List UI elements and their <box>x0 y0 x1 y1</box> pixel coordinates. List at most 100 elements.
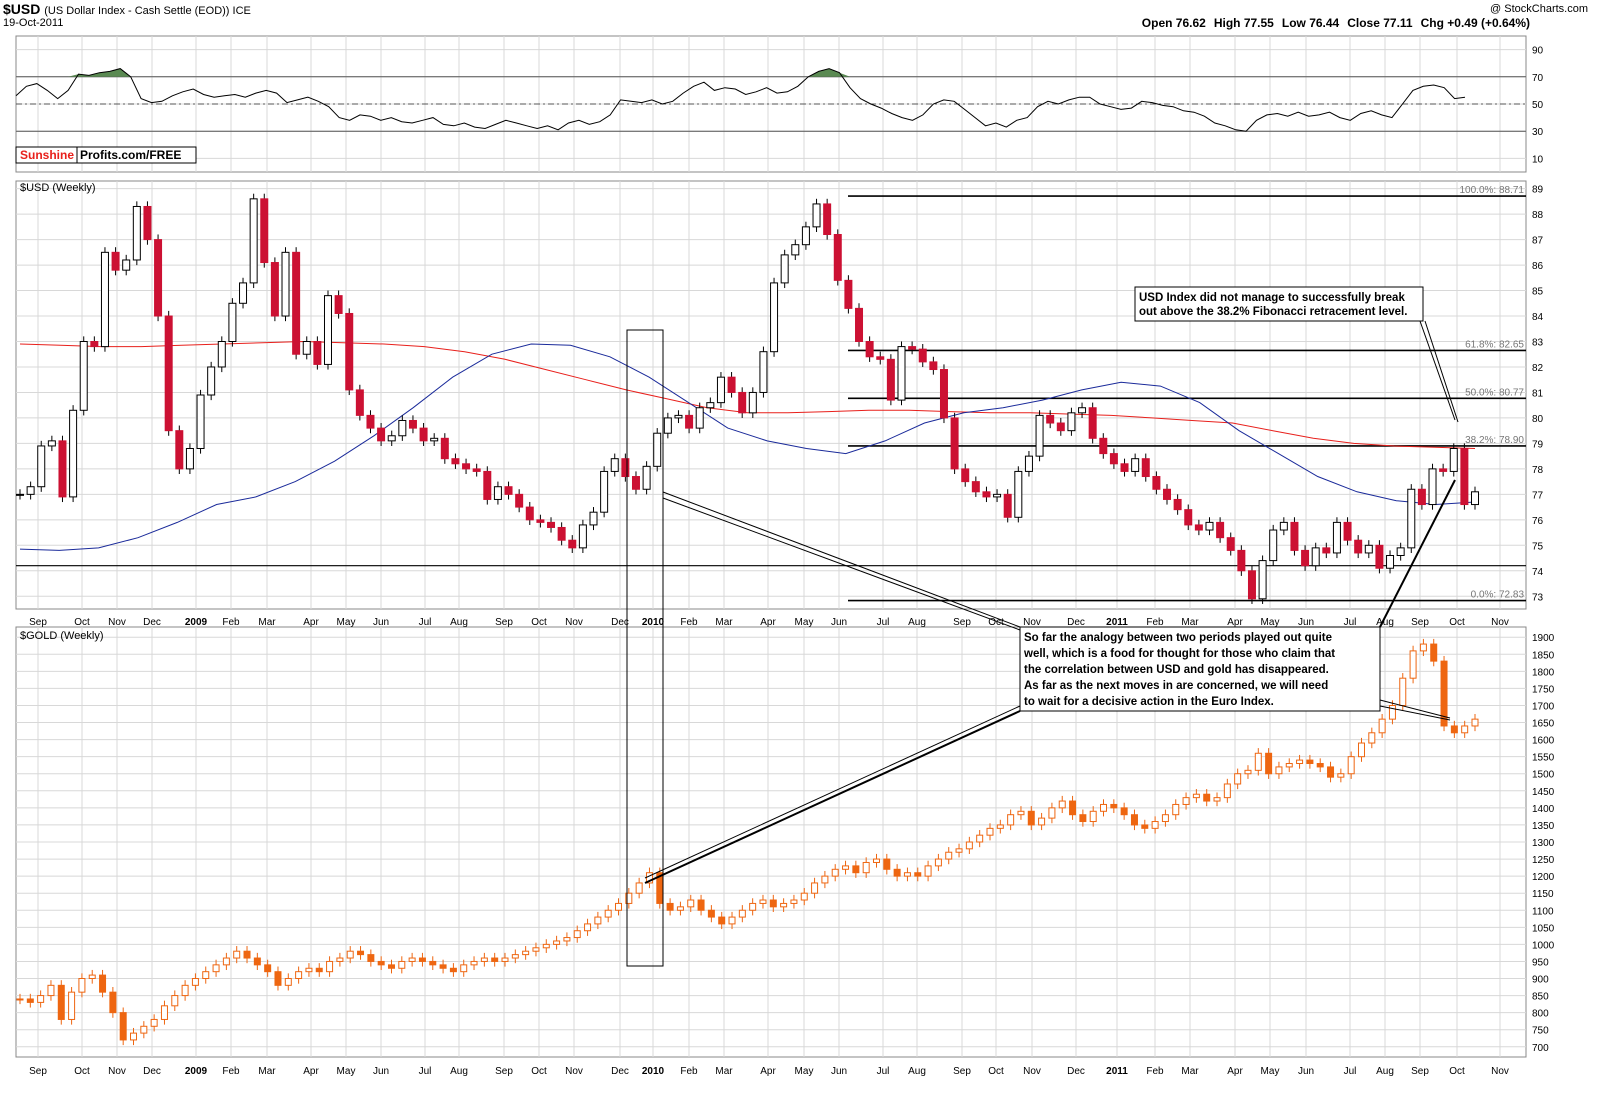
x-tick-label: Feb <box>1146 617 1164 628</box>
usd-candle <box>621 458 630 478</box>
usd-candle <box>1386 555 1395 569</box>
usd-candle <box>631 476 640 490</box>
gold-tick-label: 1450 <box>1532 787 1555 798</box>
watermark: @ StockCharts.com <box>1490 3 1588 15</box>
x-tick-label: May <box>337 617 356 628</box>
gold-candle <box>749 902 757 911</box>
gold-candle <box>315 967 323 973</box>
gold-candle <box>790 899 798 904</box>
x-tick-label: Mar <box>715 617 733 628</box>
header-title-line: $USD (US Dollar Index - Cash Settle (EOD… <box>3 1 251 17</box>
gold-candle <box>573 930 581 939</box>
pointer-line <box>1379 705 1451 721</box>
gold-tick-label: 1350 <box>1532 821 1555 832</box>
usd-candle <box>281 251 290 317</box>
usd-candle <box>971 481 980 493</box>
usd-candle <box>16 493 24 496</box>
gold-candle <box>594 916 602 925</box>
usd-candle <box>260 198 269 264</box>
usd-candle <box>1014 470 1023 518</box>
usd-candle <box>1205 521 1214 531</box>
usd-candle <box>493 486 502 500</box>
usd-panel-title: $USD (Weekly) <box>20 182 96 194</box>
gold-candle <box>1027 810 1035 826</box>
gold-tick-label: 750 <box>1532 1026 1549 1037</box>
usd-candle <box>1311 547 1320 567</box>
usd-tick-label: 79 <box>1532 439 1544 450</box>
gold-candle <box>284 978 292 986</box>
gold-candle <box>398 960 406 969</box>
x-tick-label: Sep <box>1411 617 1429 628</box>
gold-candle <box>408 957 416 962</box>
gold-candle <box>1203 793 1211 802</box>
usd-candle <box>1003 493 1012 518</box>
gold-candle <box>1265 752 1273 775</box>
usd-candle <box>855 307 864 342</box>
panel-frame-usd <box>15 180 1527 610</box>
gold-tick-label: 900 <box>1532 975 1549 986</box>
x-tick-label: Aug <box>908 1066 926 1077</box>
gold-candle <box>625 892 633 904</box>
usd-candle <box>674 414 683 419</box>
gold-candle <box>1161 814 1169 823</box>
date-label: 19-Oct-2011 <box>3 17 64 29</box>
gold-candle <box>222 957 230 966</box>
gold-candle <box>1130 814 1138 826</box>
usd-candle <box>1290 521 1299 551</box>
usd-candle <box>1301 549 1310 567</box>
usd-candle <box>451 458 460 465</box>
branding-profits: Profits.com/FREE <box>80 148 181 162</box>
usd-candle <box>610 458 619 472</box>
usd-candle <box>1067 412 1076 432</box>
gold-candle <box>243 950 251 959</box>
x-tick-label: Oct <box>74 617 90 628</box>
gold-tick-label: 1800 <box>1532 667 1555 678</box>
usd-candle <box>716 376 725 404</box>
x-tick-label: Nov <box>108 1066 126 1077</box>
x-tick-label: Jun <box>1298 1066 1314 1077</box>
x-tick-label: Aug <box>450 617 468 628</box>
x-tick-label: 2009 <box>185 617 208 628</box>
gold-candle <box>357 950 365 956</box>
usd-candle <box>175 430 184 470</box>
usd-candle <box>801 226 810 246</box>
gold-tick-label: 1400 <box>1532 804 1555 815</box>
x-tick-label: Apr <box>760 1066 776 1077</box>
usd-tick-label: 77 <box>1532 490 1544 501</box>
gold-tick-label: 1850 <box>1532 650 1555 661</box>
usd-note-box <box>1134 286 1424 322</box>
gold-candle <box>1079 814 1087 823</box>
x-tick-label: 2010 <box>642 617 665 628</box>
usd-candle <box>993 493 1002 498</box>
gold-tick-label: 1550 <box>1532 753 1555 764</box>
usd-candle <box>1258 560 1267 600</box>
usd-candle <box>727 376 736 393</box>
x-tick-label: Mar <box>258 617 276 628</box>
usd-candle <box>770 282 779 353</box>
usd-candle <box>1460 448 1469 506</box>
gold-candle <box>1213 797 1221 802</box>
gold-candle <box>305 967 313 973</box>
gold-candle <box>1100 803 1108 812</box>
usd-candle <box>908 346 917 350</box>
x-tick-label: Sep <box>29 1066 47 1077</box>
gold-candle <box>1419 643 1427 652</box>
gold-candle <box>914 872 922 877</box>
x-tick-label: Mar <box>1181 1066 1199 1077</box>
usd-candle <box>515 493 524 508</box>
ohlc-close: Close 77.11 <box>1347 16 1413 30</box>
gold-candle <box>718 916 726 925</box>
usd-tick-label: 78 <box>1532 465 1544 476</box>
gold-candle <box>1110 803 1118 809</box>
usd-tick-label: 73 <box>1532 592 1544 603</box>
branding-box <box>15 146 197 164</box>
gold-candle <box>553 940 561 945</box>
gold-tick-label: 950 <box>1532 957 1549 968</box>
pointer-line <box>662 491 1021 628</box>
x-tick-label: 2010 <box>642 1066 665 1077</box>
symbol-description: (US Dollar Index - Cash Settle (EOD)) IC… <box>44 5 251 17</box>
gold-candle <box>1357 742 1365 758</box>
usd-candle <box>1237 549 1246 572</box>
usd-candle <box>706 402 715 409</box>
gold-candle <box>326 960 334 973</box>
